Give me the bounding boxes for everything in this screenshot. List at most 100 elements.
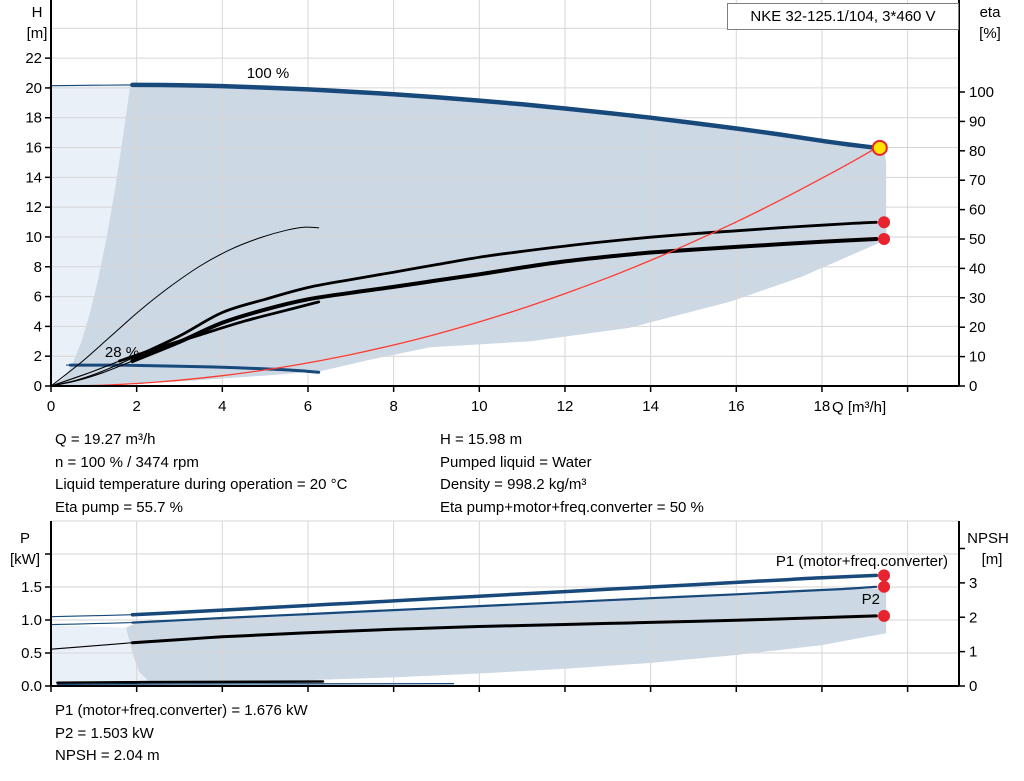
low-flow-area-power bbox=[51, 625, 150, 684]
x-tick-label: 18 bbox=[814, 398, 831, 415]
info-line-speed: n = 100 % / 3474 rpm bbox=[55, 453, 199, 471]
info-line-p1: P1 (motor+freq.converter) = 1.676 kW bbox=[55, 702, 308, 719]
y-right-tick-label: 0 bbox=[969, 678, 977, 695]
info-line-head: H = 15.98 m bbox=[440, 431, 523, 448]
info-line-liquid: Pumped liquid = Water bbox=[440, 453, 592, 471]
y-left-tick-label: 12 bbox=[25, 199, 42, 216]
y-right-tick-label: 3 bbox=[969, 575, 977, 592]
eta-pump-100pct-curve bbox=[131, 220, 878, 360]
p1-100pct-curve bbox=[130, 573, 879, 617]
y-left-tick-label: 1.5 bbox=[21, 579, 42, 596]
head-100pct-thin-segment bbox=[50, 84, 133, 87]
npsh-curve-thin-segment bbox=[50, 642, 133, 650]
info-line-eta-total: Eta pump+motor+freq.converter = 50 % bbox=[440, 498, 704, 516]
y-right-tick-label: 60 bbox=[969, 202, 986, 219]
y-right-tick-label: 80 bbox=[969, 143, 986, 160]
y-right-tick-label: 1 bbox=[969, 644, 977, 661]
y-right-tick-label: 20 bbox=[969, 319, 986, 336]
y-left-tick-label: 20 bbox=[25, 80, 42, 97]
chart-label: H bbox=[32, 4, 43, 21]
chart-label: P bbox=[20, 530, 30, 547]
y-right-tick-label: 100 bbox=[969, 84, 994, 101]
y-left-tick-label: 16 bbox=[25, 140, 42, 157]
pump-type-title: NKE 32-125.1/104, 3*460 V bbox=[750, 8, 936, 25]
y-right-tick-label: 10 bbox=[969, 349, 986, 366]
affinity-parabola-curve bbox=[50, 147, 877, 387]
chart-label: [%] bbox=[979, 25, 1001, 42]
y-right-tick-label: 30 bbox=[969, 290, 986, 307]
power-chart: 0.0 0.5 1.0 1.5 0 1 2 3 P [kW] NPSH [m] P1 (motor+fr… bbox=[10, 520, 1009, 695]
info-line-density: Density = 998.2 kg/m³ bbox=[440, 476, 587, 493]
x-tick-label: 14 bbox=[642, 398, 659, 415]
head-28pct-curve bbox=[68, 363, 321, 374]
eta-total-100pct-thin-segment bbox=[50, 360, 133, 387]
y-left-tick-label: 0.0 bbox=[21, 678, 42, 695]
y-left-tick-label: 10 bbox=[25, 229, 42, 246]
chart-label: P2 bbox=[862, 591, 880, 608]
npsh-endpoint bbox=[878, 609, 891, 622]
info-line-p2: P2 = 1.503 kW bbox=[55, 724, 154, 742]
low-flow-area bbox=[51, 84, 131, 387]
power-info-block: P1 (motor+freq.converter) = 1.676 kW P2 … bbox=[55, 700, 308, 768]
chart-label: [kW] bbox=[10, 551, 40, 568]
y-right-tick-label: 2 bbox=[969, 609, 977, 626]
y-left-tick-label: 8 bbox=[34, 259, 42, 276]
duty-point-marker bbox=[871, 139, 888, 156]
y-left-tick-label: 4 bbox=[34, 318, 42, 335]
x-tick-label: 8 bbox=[389, 398, 397, 415]
x-tick-label: 10 bbox=[471, 398, 488, 415]
p1-100pct-thin-segment bbox=[50, 614, 133, 618]
y-left-tick-label: 22 bbox=[25, 50, 42, 67]
x-tick-label: 2 bbox=[132, 398, 140, 415]
y-right-tick-label: 0 bbox=[969, 378, 977, 395]
qh-chart: 0 2 4 6 8 10 12 14 16 18 0 2 4 6 8 10 12 14 16 18 20 22 0 10 20 3… bbox=[25, 0, 1001, 416]
info-line-eta-pump: Eta pump = 55.7 % bbox=[55, 498, 183, 516]
eta-pump-endpoint bbox=[878, 216, 891, 229]
p2-100pct-thin-segment bbox=[50, 622, 133, 626]
chart-label: NPSH bbox=[967, 530, 1009, 547]
head-100pct-curve bbox=[130, 82, 879, 151]
duty-info-left: Q = 19.27 m³/h n = 100 % / 3474 rpm Liqu… bbox=[55, 429, 347, 519]
y-left-tick-label: 0.5 bbox=[21, 645, 42, 662]
x-tick-label: 6 bbox=[304, 398, 312, 415]
chart-label: [m] bbox=[27, 25, 48, 42]
y-right-tick-label: 40 bbox=[969, 260, 986, 277]
eta-pump-28pct-curve bbox=[50, 226, 320, 387]
chart-label: 100 % bbox=[247, 65, 290, 82]
chart-label: eta bbox=[980, 4, 1002, 21]
chart-label: [m] bbox=[982, 551, 1003, 568]
chart-label: 28 % bbox=[105, 344, 139, 361]
y-left-tick-label: 18 bbox=[25, 110, 42, 127]
p2-endpoint bbox=[878, 580, 891, 593]
info-line-npsh: NPSH = 2.04 m bbox=[55, 747, 160, 764]
p2-100pct-curve bbox=[131, 585, 878, 624]
eta-total-endpoint bbox=[878, 233, 891, 246]
y-left-tick-label: 2 bbox=[34, 348, 42, 365]
p2-28pct-curve bbox=[56, 680, 325, 684]
eta-total-100pct-curve bbox=[130, 237, 879, 363]
chart-label: P1 (motor+freq.converter) bbox=[776, 553, 948, 570]
x-tick-label: 0 bbox=[47, 398, 55, 415]
eta-total-28pct-curve bbox=[118, 300, 321, 363]
pump-type-title-box: NKE 32-125.1/104, 3*460 V bbox=[727, 3, 959, 30]
duty-info-right: H = 15.98 m Pumped liquid = Water Densit… bbox=[440, 429, 704, 519]
eta-total-28pct-thin-segment bbox=[50, 360, 120, 387]
y-right-tick-label: 90 bbox=[969, 113, 986, 130]
y-left-tick-label: 1.0 bbox=[21, 612, 42, 629]
y-left-tick-label: 0 bbox=[34, 378, 42, 395]
npsh-curve-curve bbox=[130, 614, 878, 645]
y-right-tick-label: 70 bbox=[969, 172, 986, 189]
x-tick-label: 12 bbox=[557, 398, 574, 415]
x-tick-label: 16 bbox=[728, 398, 745, 415]
info-line-temperature: Liquid temperature during operation = 20… bbox=[55, 476, 348, 493]
y-right-tick-label: 50 bbox=[969, 231, 986, 248]
y-left-tick-label: 14 bbox=[25, 169, 42, 186]
info-line-q: Q = 19.27 m³/h bbox=[55, 431, 156, 448]
power-envelope bbox=[126, 588, 887, 682]
p1-endpoint bbox=[878, 569, 891, 582]
x-tick-label: 4 bbox=[218, 398, 226, 415]
p1-28pct-curve bbox=[56, 682, 455, 686]
chart-label: Q [m³/h] bbox=[832, 399, 886, 416]
